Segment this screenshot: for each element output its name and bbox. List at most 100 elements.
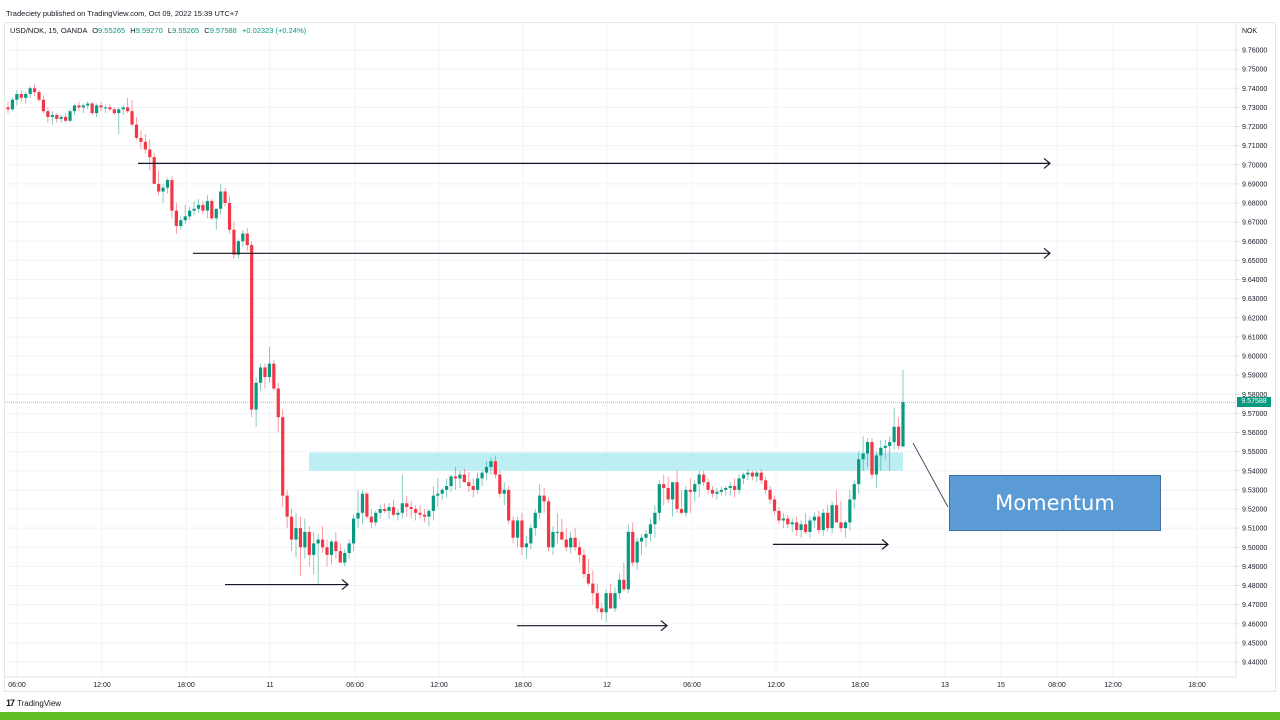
- candle-body: [165, 180, 170, 188]
- candle-body: [267, 363, 272, 378]
- candle-body: [343, 552, 347, 563]
- time-tick-label: 12:00: [430, 682, 448, 689]
- candle-body: [356, 512, 360, 519]
- price-tick-label: 9.66000: [1242, 239, 1267, 246]
- candle-body: [440, 489, 444, 494]
- tradingview-logo-text: TradingView: [17, 698, 62, 708]
- candle-body: [821, 512, 825, 531]
- candle-body: [484, 466, 489, 473]
- candle-body: [817, 516, 821, 531]
- price-tick-label: 9.69000: [1242, 181, 1267, 188]
- candle-body: [799, 524, 803, 531]
- resistance-zone[interactable]: [309, 452, 903, 471]
- price-tick-label: 9.72000: [1242, 124, 1267, 131]
- price-tick-label: 9.57000: [1242, 411, 1267, 418]
- candle-body: [272, 363, 276, 389]
- candle-body: [538, 495, 542, 513]
- arrow-head-icon: [341, 579, 349, 591]
- candle-body: [223, 191, 227, 203]
- candle-body: [888, 442, 892, 446]
- candle-body: [635, 541, 639, 563]
- currency-label: NOK: [1242, 28, 1258, 35]
- price-tick-label: 9.75000: [1242, 67, 1267, 74]
- candle-body: [250, 245, 254, 410]
- price-axis[interactable]: NOK 9.76000 9.75000 9.74000 9.73000 9.72000 9.…: [1235, 22, 1267, 677]
- candle-body: [746, 472, 750, 475]
- price-tick-label: 9.44000: [1242, 660, 1267, 667]
- candle-body: [174, 210, 178, 226]
- candle-body: [462, 474, 466, 483]
- chart-frame[interactable]: [4, 22, 1276, 692]
- time-tick-label: 06:00: [8, 682, 26, 689]
- candle-body: [529, 528, 533, 544]
- candle-body: [573, 537, 577, 548]
- callout-leader-line: [912, 442, 949, 508]
- candle-body: [95, 105, 99, 114]
- candle-body: [542, 495, 546, 502]
- legend-change: +0.02323 (+0.24%): [241, 26, 307, 35]
- candle-body: [126, 107, 130, 112]
- candle-body: [728, 486, 732, 488]
- candle-body: [41, 99, 46, 112]
- price-tick-label: 9.54000: [1242, 468, 1267, 475]
- horizontal-arrows[interactable]: [138, 157, 1051, 632]
- candle-body: [675, 482, 679, 509]
- time-axis[interactable]: 06:00 12:00 18:00 11 06:00 12:00 18:00 12 06:00 1…: [5, 676, 1236, 689]
- candle-body: [409, 507, 413, 509]
- candle-body: [134, 124, 139, 138]
- legend-close-label: C: [204, 26, 210, 35]
- price-tick-label: 9.53000: [1242, 487, 1267, 494]
- candle-body: [188, 210, 192, 217]
- legend-symbol: USD/NOK, 15, OANDA: [10, 26, 88, 35]
- candle-body: [15, 93, 19, 100]
- legend-close: 9.57588: [209, 26, 237, 35]
- legend-high-label: H: [130, 26, 136, 35]
- candle-body: [493, 461, 497, 475]
- candle-body: [697, 474, 701, 485]
- candle-body: [750, 472, 754, 477]
- tradingview-logo[interactable]: 17 TradingView: [6, 698, 61, 708]
- momentum-callout[interactable]: Momentum: [949, 475, 1161, 531]
- candle-body: [281, 417, 285, 496]
- candle-body: [6, 107, 10, 110]
- time-tick-label: 18:00: [514, 682, 532, 689]
- price-tick-label: 9.63000: [1242, 296, 1267, 303]
- candle-body: [312, 543, 316, 555]
- candle-body: [303, 531, 307, 548]
- arrow-head-icon: [881, 538, 889, 550]
- candlesticks: [6, 84, 905, 622]
- candle-body: [453, 476, 458, 479]
- candle-body: [795, 522, 799, 531]
- price-tick-label: 9.52000: [1242, 507, 1267, 514]
- candle-body: [812, 516, 816, 521]
- candle-body: [68, 111, 72, 121]
- candle-body: [143, 141, 147, 150]
- candle-body: [498, 474, 502, 494]
- candle-body: [830, 505, 834, 529]
- candle-body: [679, 509, 684, 513]
- price-tick-label: 9.47000: [1242, 602, 1267, 609]
- candle-body: [471, 486, 475, 490]
- candle-body: [693, 484, 697, 492]
- candle-body: [688, 489, 692, 492]
- price-tick-label: 9.73000: [1242, 105, 1267, 112]
- candle-body: [170, 180, 174, 211]
- legend-low-label: L: [167, 26, 173, 35]
- candle-body: [338, 551, 342, 563]
- tradingview-logo-icon: 17: [6, 698, 15, 708]
- price-tick-label: 9.51000: [1242, 526, 1267, 533]
- candle-body: [706, 482, 710, 490]
- candle-body: [347, 543, 351, 553]
- price-tick-label: 9.67000: [1242, 220, 1267, 227]
- candle-body: [901, 402, 905, 447]
- arrow-head-icon: [1043, 157, 1051, 169]
- candle-body: [502, 489, 506, 494]
- legend-open: 9.55265: [98, 26, 126, 35]
- candle-body: [55, 115, 59, 119]
- candle-body: [569, 537, 573, 548]
- candle-body: [715, 491, 719, 494]
- time-tick-label: 18:00: [177, 682, 195, 689]
- price-tick-label: 9.56000: [1242, 430, 1267, 437]
- candle-body: [351, 518, 356, 544]
